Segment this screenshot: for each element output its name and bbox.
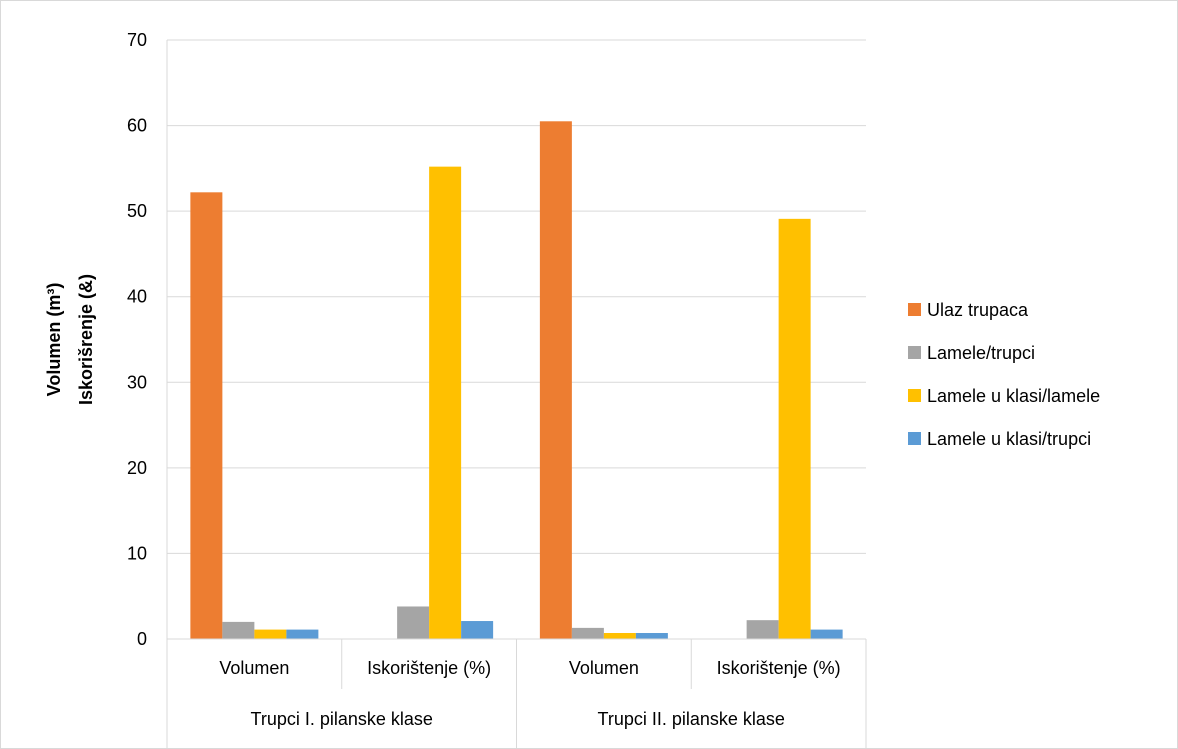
y-tick-label: 70 bbox=[127, 30, 147, 50]
bar bbox=[429, 166, 462, 639]
legend-swatch bbox=[908, 303, 921, 316]
x-axis-categories: Volumen Iskorištenje (%) Volumen Iskorišten… bbox=[219, 658, 840, 729]
x-category-label: Volumen bbox=[569, 658, 639, 678]
bars bbox=[190, 121, 843, 640]
y-tick-label: 30 bbox=[127, 372, 147, 392]
bar bbox=[746, 620, 779, 639]
x-group-label: Trupci I. pilanske klase bbox=[251, 709, 433, 729]
bar bbox=[254, 629, 287, 639]
bar bbox=[810, 629, 843, 639]
bar bbox=[190, 192, 223, 639]
y-tick-label: 20 bbox=[127, 458, 147, 478]
bar bbox=[778, 218, 811, 639]
bar bbox=[397, 606, 430, 639]
y-axis-label-line: Volumen (m³) bbox=[44, 283, 64, 397]
bar bbox=[635, 633, 668, 639]
legend-label: Lamele/trupci bbox=[927, 343, 1035, 363]
bar bbox=[222, 621, 255, 639]
bar bbox=[603, 633, 636, 639]
legend-swatch bbox=[908, 432, 921, 445]
x-category-label: Iskorištenje (%) bbox=[367, 658, 491, 678]
legend-label: Ulaz trupaca bbox=[927, 300, 1029, 320]
legend-swatch bbox=[908, 389, 921, 402]
y-tick-label: 60 bbox=[127, 116, 147, 136]
bar bbox=[286, 629, 319, 639]
bar bbox=[461, 621, 494, 639]
gridlines bbox=[167, 39, 866, 554]
legend: Ulaz trupaca Lamele/trupci Lamele u klasi/… bbox=[908, 300, 1100, 449]
y-axis-label: Volumen (m³) Iskorišrenje (&) bbox=[44, 274, 96, 405]
x-category-label: Volumen bbox=[219, 658, 289, 678]
bar bbox=[539, 121, 572, 640]
bar bbox=[571, 627, 604, 639]
legend-label: Lamele u klasi/trupci bbox=[927, 429, 1091, 449]
y-tick-label: 10 bbox=[127, 543, 147, 563]
y-tick-label: 40 bbox=[127, 287, 147, 307]
y-axis-ticks: 0 10 20 30 40 50 60 70 bbox=[127, 30, 147, 649]
y-axis-label-line: Iskorišrenje (&) bbox=[76, 274, 96, 405]
x-group-label: Trupci II. pilanske klase bbox=[598, 709, 785, 729]
y-tick-label: 0 bbox=[137, 629, 147, 649]
y-tick-label: 50 bbox=[127, 201, 147, 221]
x-category-label: Iskorištenje (%) bbox=[717, 658, 841, 678]
legend-swatch bbox=[908, 346, 921, 359]
axes bbox=[166, 40, 867, 749]
legend-label: Lamele u klasi/lamele bbox=[927, 386, 1100, 406]
